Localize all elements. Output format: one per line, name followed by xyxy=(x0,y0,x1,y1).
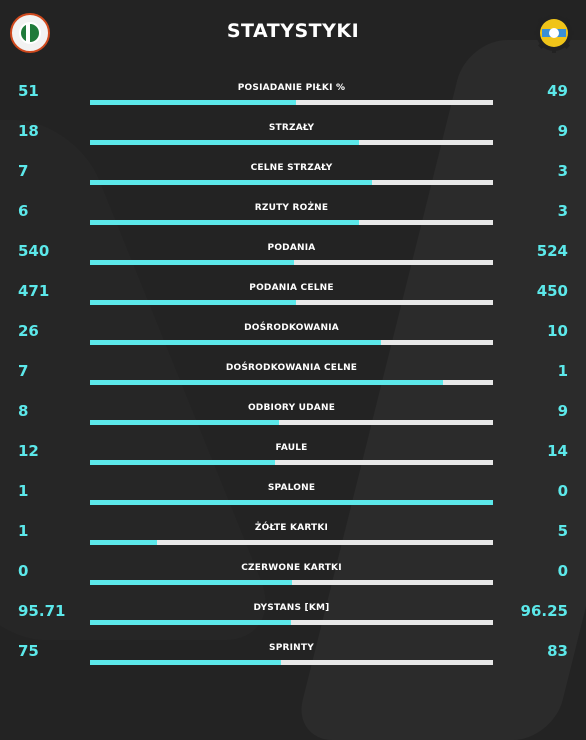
stat-bar xyxy=(90,380,493,385)
stat-row: 18 STRZAŁY 9 xyxy=(0,120,586,160)
stat-label: ODBIORY UDANE xyxy=(247,403,336,413)
home-share-fill xyxy=(90,660,282,665)
stat-bar xyxy=(90,100,493,105)
stat-bar xyxy=(90,540,493,545)
stat-row: 8 ODBIORY UDANE 9 xyxy=(0,400,586,440)
home-value: 26 xyxy=(18,322,39,340)
away-value: 524 xyxy=(536,242,568,260)
stat-label: FAULE xyxy=(275,443,308,453)
away-value: 83 xyxy=(547,642,568,660)
stat-bar xyxy=(90,580,493,585)
stat-row: 6 RZUTY ROŻNE 3 xyxy=(0,200,586,240)
away-value: 10 xyxy=(547,322,568,340)
away-value: 450 xyxy=(536,282,568,300)
away-value: 3 xyxy=(557,162,568,180)
home-share-fill xyxy=(90,540,158,545)
stat-row: 7 DOŚRODKOWANIA CELNE 1 xyxy=(0,360,586,400)
stat-bar xyxy=(90,300,493,305)
home-value: 540 xyxy=(18,242,50,260)
home-share-fill xyxy=(90,180,373,185)
home-value: 8 xyxy=(18,402,29,420)
home-team-logo xyxy=(10,13,50,53)
away-value: 96.25 xyxy=(520,602,568,620)
home-value: 7 xyxy=(18,362,29,380)
stat-row: 540 PODANIA 524 xyxy=(0,240,586,280)
away-value: 0 xyxy=(557,562,568,580)
home-share-fill xyxy=(90,380,443,385)
stat-label: ŻÓŁTE KARTKI xyxy=(254,523,329,533)
home-share-fill xyxy=(90,140,359,145)
home-share-fill xyxy=(90,420,280,425)
stat-row: 471 PODANIA CELNE 450 xyxy=(0,280,586,320)
stat-bar xyxy=(90,660,493,665)
stat-bar xyxy=(90,340,493,345)
home-value: 471 xyxy=(18,282,50,300)
page-title: STATYSTYKI xyxy=(226,20,360,42)
away-value: 9 xyxy=(557,402,568,420)
stat-label: STRZAŁY xyxy=(268,123,315,133)
stat-row: 0 CZERWONE KARTKI 0 xyxy=(0,560,586,600)
away-value: 3 xyxy=(557,202,568,220)
home-value: 51 xyxy=(18,82,39,100)
home-value: 1 xyxy=(18,482,29,500)
home-share-fill xyxy=(90,500,493,505)
home-value: 95.71 xyxy=(18,602,66,620)
stat-bar xyxy=(90,500,493,505)
stat-label: CZERWONE KARTKI xyxy=(241,563,342,573)
stat-label: RZUTY ROŻNE xyxy=(254,203,329,213)
stat-row: 1 SPALONE 0 xyxy=(0,480,586,520)
away-team-logo xyxy=(534,13,574,53)
away-value: 1 xyxy=(557,362,568,380)
home-share-fill xyxy=(90,340,381,345)
away-value: 49 xyxy=(547,82,568,100)
home-value: 1 xyxy=(18,522,29,540)
stat-bar xyxy=(90,220,493,225)
stat-label: PODANIA xyxy=(267,243,316,253)
home-share-fill xyxy=(90,220,359,225)
away-value: 9 xyxy=(557,122,568,140)
stat-row: 26 DOŚRODKOWANIA 10 xyxy=(0,320,586,360)
home-share-fill xyxy=(90,460,276,465)
home-value: 7 xyxy=(18,162,29,180)
stat-row: 51 POSIADANIE PIŁKI % 49 xyxy=(0,80,586,120)
stat-row: 95.71 DYSTANS [KM] 96.25 xyxy=(0,600,586,640)
stat-bar xyxy=(90,140,493,145)
stat-bar xyxy=(90,460,493,465)
stat-label: POSIADANIE PIŁKI % xyxy=(237,83,346,93)
stat-label: DOŚRODKOWANIA xyxy=(244,323,339,333)
stat-label: PODANIA CELNE xyxy=(249,283,334,293)
home-share-fill xyxy=(90,300,296,305)
stat-bar xyxy=(90,180,493,185)
stat-label: SPALONE xyxy=(267,483,316,493)
away-value: 5 xyxy=(557,522,568,540)
stat-bar xyxy=(90,260,493,265)
home-value: 0 xyxy=(18,562,29,580)
stat-row: 75 SPRINTY 83 xyxy=(0,640,586,680)
stat-bar xyxy=(90,420,493,425)
home-value: 6 xyxy=(18,202,29,220)
stat-label: CELNE STRZAŁY xyxy=(250,163,333,173)
stat-label: SPRINTY xyxy=(269,643,314,653)
home-value: 75 xyxy=(18,642,39,660)
home-share-fill xyxy=(90,100,296,105)
stats-list: 51 POSIADANIE PIŁKI % 49 18 STRZAŁY 9 7 CELNE S… xyxy=(0,80,586,680)
stat-row: 7 CELNE STRZAŁY 3 xyxy=(0,160,586,200)
away-value: 0 xyxy=(557,482,568,500)
stat-row: 1 ŻÓŁTE KARTKI 5 xyxy=(0,520,586,560)
home-value: 12 xyxy=(18,442,39,460)
home-share-fill xyxy=(90,260,295,265)
home-share-fill xyxy=(90,620,292,625)
home-share-fill xyxy=(90,580,292,585)
stal-mielec-crest-icon xyxy=(534,13,574,53)
stat-label: DYSTANS [KM] xyxy=(253,603,330,613)
home-value: 18 xyxy=(18,122,39,140)
stat-bar xyxy=(90,620,493,625)
stat-row: 12 FAULE 14 xyxy=(0,440,586,480)
header: STATYSTYKI xyxy=(0,0,586,70)
stat-label: DOŚRODKOWANIA CELNE xyxy=(225,363,358,373)
away-value: 14 xyxy=(547,442,568,460)
